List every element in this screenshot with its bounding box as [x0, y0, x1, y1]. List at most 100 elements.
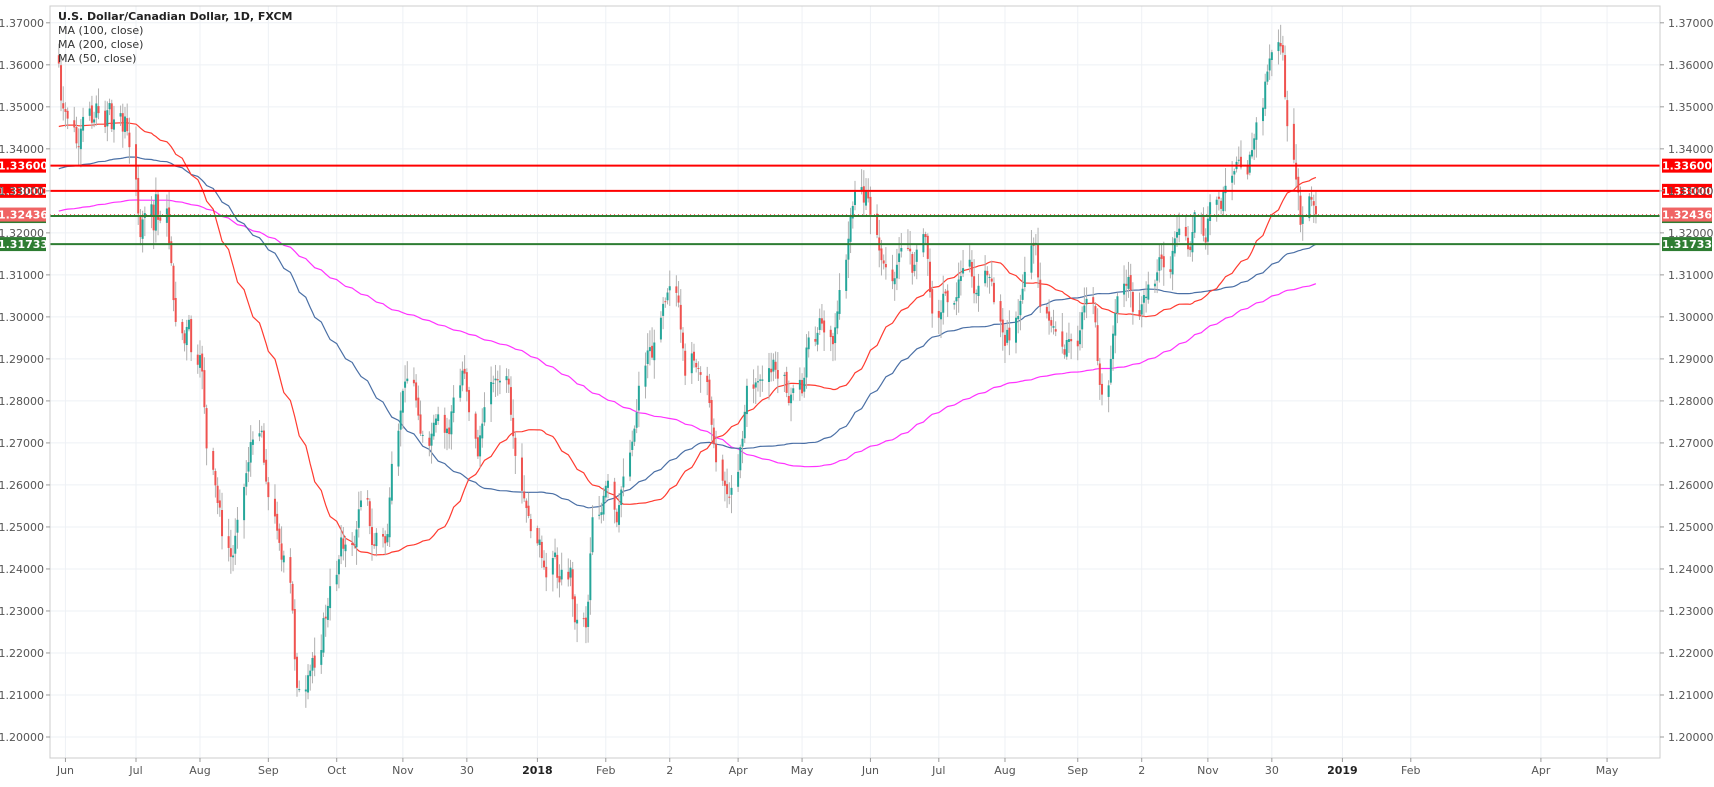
candle-body [668, 286, 671, 291]
candle-body [496, 379, 499, 381]
candle-body [767, 368, 770, 383]
candle-body [141, 219, 144, 239]
candle-body [807, 337, 810, 350]
level-label-right: 1.33600 [1662, 160, 1712, 173]
candle-body [831, 335, 834, 345]
candle-body [898, 253, 901, 263]
candle-body [201, 353, 204, 372]
candle-body [353, 544, 356, 546]
candle-body [412, 379, 415, 384]
candle-body [988, 276, 991, 278]
candle-body [743, 411, 746, 439]
candle-body [635, 412, 638, 428]
candle-body [492, 382, 495, 384]
candle-body [587, 601, 590, 627]
candle-body [1268, 58, 1271, 71]
candle-body [1310, 197, 1313, 200]
candle-body [88, 108, 91, 116]
candle-body [406, 378, 409, 382]
candle-body [543, 560, 546, 568]
candle-body [245, 473, 248, 487]
candle-body [1050, 320, 1053, 326]
candle-body [1085, 298, 1088, 305]
candle-body [1160, 254, 1163, 259]
y-tick-label-left: 1.31000 [0, 269, 44, 282]
candle-body [803, 377, 806, 392]
candle-body [1127, 276, 1130, 289]
x-tick-label: Aug [994, 764, 1015, 777]
candle-body [90, 105, 93, 123]
candle-body [715, 443, 718, 463]
level-label-right: 1.31733 [1662, 238, 1712, 251]
candle-body [540, 541, 543, 559]
candle-body [106, 110, 109, 127]
chart-title: U.S. Dollar/Canadian Dollar, 1D, FXCM [58, 10, 293, 23]
candle-body [631, 441, 634, 450]
candle-body [368, 501, 371, 527]
candle-body [693, 351, 695, 361]
candle-body [384, 536, 387, 544]
candle-body [112, 119, 115, 130]
candle-body [644, 365, 647, 387]
candle-body [772, 359, 775, 372]
candle-body [820, 318, 823, 324]
x-tick-label: Jun [861, 764, 879, 777]
candle-body [463, 368, 466, 374]
candle-body [79, 128, 82, 150]
candle-body [1250, 150, 1253, 157]
candle-body [651, 345, 654, 358]
candle-body [959, 276, 962, 281]
candle-body [730, 487, 733, 495]
candle-body [448, 427, 451, 435]
candle-body [648, 347, 651, 352]
candle-body [681, 332, 684, 349]
candle-body [790, 394, 793, 404]
candle-body [1169, 269, 1172, 272]
candle-body [216, 485, 219, 503]
candle-body [1189, 246, 1192, 251]
candle-body [737, 471, 740, 487]
candle-body [1162, 256, 1165, 268]
y-tick-label-right: 1.22000 [1668, 647, 1714, 660]
candle-body [1116, 296, 1119, 314]
candle-body [1092, 297, 1095, 304]
candle-body [823, 320, 826, 333]
candle-body [404, 381, 407, 388]
level-badge-right [1662, 237, 1712, 252]
x-tick-label: Feb [596, 764, 615, 777]
candle-body [75, 127, 78, 144]
candle-body [483, 407, 486, 423]
candle-body [926, 235, 929, 259]
candle-body [931, 289, 934, 314]
candle-body [357, 509, 360, 528]
candle-body [249, 442, 252, 463]
candle-body [1239, 156, 1242, 168]
candle-body [677, 295, 680, 303]
candle-body [168, 207, 171, 244]
candle-body [1281, 45, 1284, 53]
candle-body [911, 254, 914, 273]
candle-body [598, 514, 601, 516]
candle-body [1052, 326, 1055, 328]
candle-body [260, 430, 263, 433]
candle-body [359, 500, 362, 508]
candle-body [957, 279, 960, 299]
legend-ma200: MA (200, close) [58, 38, 144, 51]
candle-body [1098, 363, 1101, 385]
candle-body [313, 655, 316, 668]
candle-body [468, 390, 471, 413]
y-tick-label-left: 1.28000 [0, 395, 44, 408]
candle-body [421, 434, 424, 436]
candle-body [324, 616, 327, 619]
candle-body [445, 428, 448, 434]
candle-body [174, 297, 177, 322]
candle-body [154, 194, 157, 231]
candle-body [307, 675, 310, 693]
candle-body [170, 241, 173, 264]
candle-body [196, 354, 199, 365]
candle-body [851, 205, 854, 219]
candle-body [183, 333, 186, 344]
candle-body [128, 132, 131, 148]
candle-body [1176, 232, 1178, 238]
